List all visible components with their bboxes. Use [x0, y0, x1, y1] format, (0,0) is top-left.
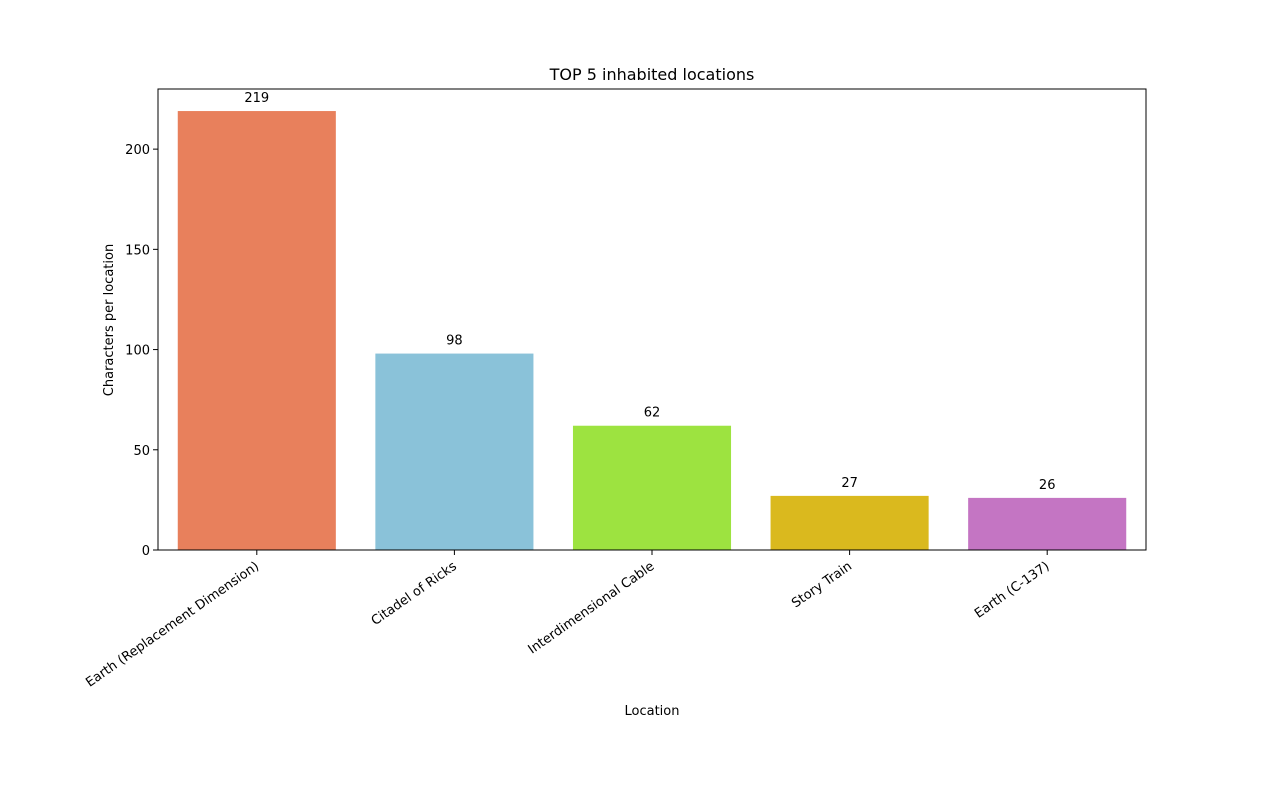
- x-tick-label-citadel-of-ricks: Citadel of Ricks: [369, 559, 460, 629]
- data-label-interdimensional-cable: 62: [644, 406, 661, 421]
- y-axis-label: Characters per location: [102, 244, 117, 396]
- bar-interdimensional-cable: [572, 425, 732, 550]
- bar-story-train: [770, 495, 929, 550]
- bars-layer: [177, 111, 1127, 551]
- x-axis: Earth (Replacement Dimension) Citadel of …: [83, 550, 1052, 690]
- y-axis: 0 50 100 150 200: [125, 143, 158, 559]
- y-tick-label-150: 150: [125, 243, 150, 258]
- bar-earth-replacement-dimension: [177, 111, 336, 551]
- y-tick-label-100: 100: [125, 344, 150, 359]
- x-axis-label: Location: [625, 704, 680, 719]
- data-label-earth-c-137: 26: [1039, 478, 1056, 493]
- x-tick-label-earth-c-137: Earth (C-137): [972, 559, 1052, 622]
- data-label-citadel-of-ricks: 98: [446, 334, 463, 349]
- chart-title: TOP 5 inhabited locations: [549, 65, 755, 84]
- bar-citadel-of-ricks: [375, 353, 534, 550]
- bar-earth-c-137: [968, 497, 1127, 550]
- x-tick-label-interdimensional-cable: Interdimensional Cable: [526, 559, 658, 657]
- data-label-earth-replacement-dimension: 219: [244, 91, 269, 106]
- y-tick-label-50: 50: [133, 444, 150, 459]
- x-tick-label-earth-replacement-dimension: Earth (Replacement Dimension): [83, 559, 262, 690]
- data-label-story-train: 27: [841, 476, 858, 491]
- plot-frame: [157, 88, 1147, 551]
- y-tick-label-0: 0: [142, 544, 150, 559]
- y-tick-label-200: 200: [125, 143, 150, 158]
- x-tick-label-story-train: Story Train: [789, 559, 855, 611]
- data-labels-layer: 219 98 62 27 26: [244, 91, 1055, 493]
